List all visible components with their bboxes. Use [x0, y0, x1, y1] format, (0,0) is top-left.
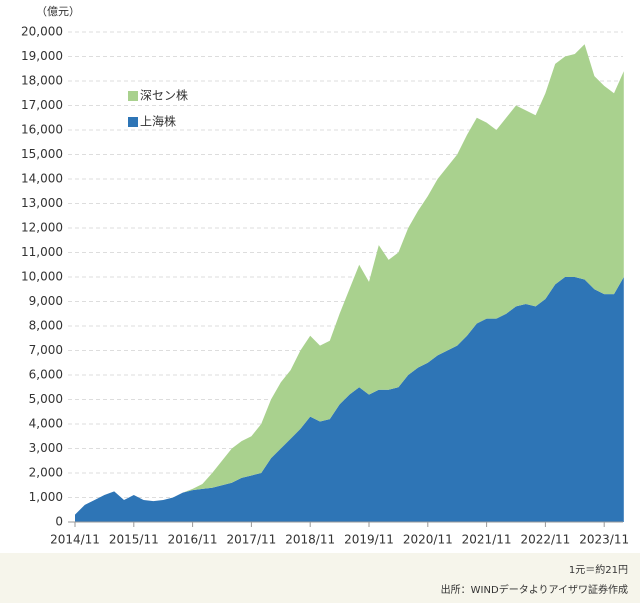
y-tick-label: 18,000 — [21, 74, 63, 88]
y-tick-label: 17,000 — [21, 98, 63, 112]
y-tick-label: 16,000 — [21, 123, 63, 137]
y-tick-label: 11,000 — [21, 245, 63, 259]
x-tick-label: 2018/11 — [285, 533, 335, 547]
y-tick-label: 10,000 — [21, 270, 63, 284]
y-tick-label: 0 — [55, 515, 63, 529]
y-tick-label: 19,000 — [21, 49, 63, 63]
y-tick-label: 4,000 — [29, 417, 63, 431]
area — [75, 44, 624, 515]
legend-swatch — [128, 91, 138, 101]
legend-label: 上海株 — [140, 114, 176, 129]
x-tick-label: 2015/11 — [109, 533, 159, 547]
y-tick-label: 1,000 — [29, 490, 63, 504]
y-tick-label: 12,000 — [21, 221, 63, 235]
x-tick-label: 2016/11 — [168, 533, 218, 547]
y-tick-label: 14,000 — [21, 172, 63, 186]
x-tick-label: 2020/11 — [403, 533, 453, 547]
y-tick-label: 6,000 — [29, 368, 63, 382]
y-tick-label: 9,000 — [29, 294, 63, 308]
legend-swatch — [128, 117, 138, 127]
x-tick-label: 2021/11 — [462, 533, 512, 547]
y-tick-label: 7,000 — [29, 343, 63, 357]
y-tick-label: 13,000 — [21, 196, 63, 210]
x-tick-label: 2023/11 — [579, 533, 629, 547]
chart: （億元） 0 1,000 2,000 3,000 4,000 5,000 6,000 7,00… — [21, 5, 629, 547]
x-tick-label: 2019/11 — [344, 533, 394, 547]
y-tick-label: 3,000 — [29, 441, 63, 455]
y-unit: （億元） — [36, 5, 80, 18]
rate-note: 1元＝約21円 — [568, 565, 628, 576]
legend-label: 深セン株 — [140, 88, 188, 103]
y-tick-label: 2,000 — [29, 466, 63, 480]
area — [75, 277, 624, 522]
y-tick-label: 15,000 — [21, 147, 63, 161]
y-tick-label: 8,000 — [29, 319, 63, 333]
x-tick-label: 2022/11 — [520, 533, 570, 547]
footer: 1元＝約21円 出所：WINDデータよりアイザワ証券作成 — [0, 553, 640, 603]
x-tick-label: 2014/11 — [50, 533, 100, 547]
y-tick-label: 5,000 — [29, 392, 63, 406]
x-tick-label: 2017/11 — [226, 533, 276, 547]
source-note: 出所：WINDデータよりアイザワ証券作成 — [440, 585, 628, 596]
y-tick-label: 20,000 — [21, 25, 63, 39]
